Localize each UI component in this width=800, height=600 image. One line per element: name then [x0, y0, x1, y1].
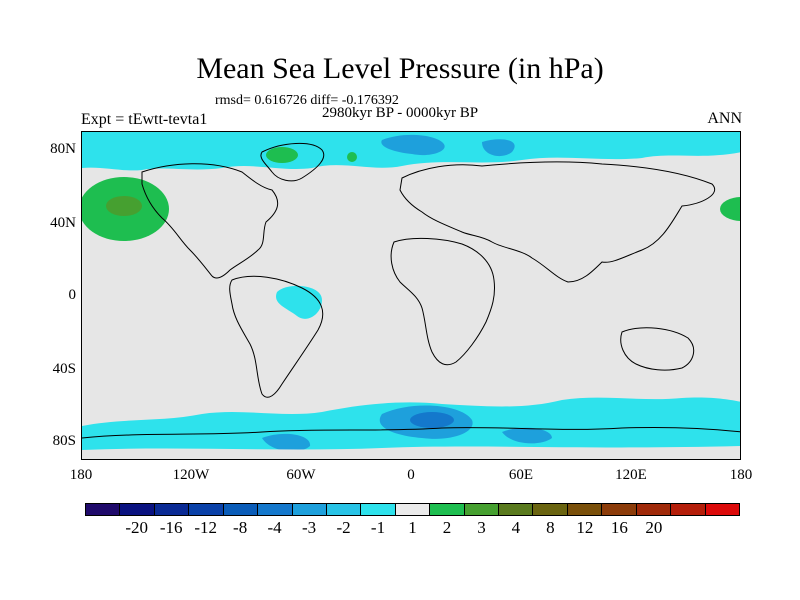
- season-label: ANN: [707, 110, 742, 127]
- antarctica-outline: [82, 426, 740, 439]
- colorbar-box: [258, 504, 293, 515]
- colorbar-label: -16: [159, 518, 183, 537]
- antarctic-grey-region: [82, 446, 740, 459]
- lon-label-180e: 180: [729, 467, 753, 483]
- colorbar-box: [430, 504, 465, 515]
- lat-label-40n: 40N: [50, 215, 76, 231]
- lat-label-80s: 80S: [52, 433, 76, 449]
- colorbar-label: -3: [301, 518, 317, 537]
- lat-label-0: 0: [68, 287, 77, 303]
- lon-label-0: 0: [407, 467, 415, 483]
- colorbar-box: [120, 504, 155, 515]
- lon-label-60e: 60E: [508, 467, 534, 483]
- north-america-outline: [141, 163, 279, 279]
- colorbar-label: 20: [645, 518, 663, 537]
- experiment-label: Expt = tEwtt-tevta1: [81, 111, 208, 128]
- lat-label-40s: 40S: [52, 361, 76, 377]
- colorbar-label: 3: [477, 518, 486, 537]
- colorbar-box: [464, 504, 500, 515]
- greenland-outline: [260, 142, 325, 182]
- colorbar-box: [602, 504, 637, 515]
- colorbar-box: [223, 504, 259, 515]
- colorbar-label: 4: [511, 518, 521, 537]
- africa-outline: [390, 237, 495, 366]
- colorbar-box: [361, 504, 396, 515]
- colorbar-box: [86, 504, 121, 515]
- colorbar-label: 8: [546, 518, 555, 537]
- colorbar-box: [189, 504, 224, 515]
- southern-ocean-low-core: [410, 412, 454, 428]
- colorbar-box: [292, 504, 327, 515]
- lon-label-60w: 60W: [286, 467, 316, 483]
- colorbar-box: [705, 504, 740, 515]
- colorbar-box: [154, 504, 190, 515]
- colorbar-label: -1: [370, 518, 386, 537]
- period-line: 2980kyr BP - 0000kyr BP: [321, 105, 479, 121]
- colorbar-box: [567, 504, 603, 515]
- colorbar-box: [499, 504, 534, 515]
- colorbar-box: [671, 504, 706, 515]
- colorbar-box: [326, 504, 362, 515]
- arctic-low-blue-region: [381, 134, 515, 157]
- colorbar-label: -2: [336, 518, 351, 537]
- map-svg: [82, 132, 740, 459]
- lon-label-120e: 120E: [615, 467, 647, 483]
- colorbar-box: [533, 504, 568, 515]
- map-panel: [81, 131, 741, 460]
- southern-ocean-low-blue-region: [262, 405, 552, 452]
- lon-label-180w: 180: [69, 467, 93, 483]
- stats-line: rmsd= 0.616726 diff= -0.176392: [215, 93, 399, 108]
- coastlines: [82, 142, 740, 439]
- lon-label-120w: 120W: [172, 467, 210, 483]
- lat-label-80n: 80N: [50, 141, 76, 157]
- map-title: Mean Sea Level Pressure (in hPa): [196, 52, 604, 85]
- colorbar-box: [636, 504, 672, 515]
- arctic-small-high-region: [347, 152, 357, 162]
- colorbar: [85, 503, 740, 516]
- colorbar-label: 1: [408, 518, 417, 537]
- colorbar-label: -4: [267, 518, 282, 537]
- colorbar-label: 2: [442, 518, 452, 537]
- colorbar-label: -12: [194, 518, 217, 537]
- colorbar-label: -8: [233, 518, 248, 537]
- colorbar-box: [395, 504, 431, 515]
- north-pacific-high-core: [106, 196, 142, 216]
- colorbar-label: -20: [125, 518, 149, 537]
- west-pacific-high-region: [720, 197, 740, 221]
- australia-outline: [620, 327, 695, 371]
- south-america-outline: [229, 275, 324, 398]
- greenland-high-region: [266, 147, 298, 163]
- europe-asia-outline: [399, 161, 715, 283]
- colorbar-label: 16: [610, 518, 628, 537]
- south-america-low-region: [276, 285, 322, 319]
- colorbar-label: 12: [576, 518, 594, 537]
